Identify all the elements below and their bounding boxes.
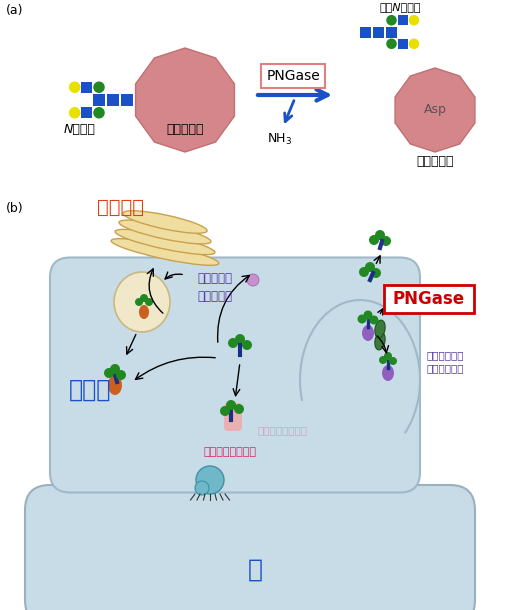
Text: タンパク質: タンパク質	[416, 155, 454, 168]
Circle shape	[69, 82, 80, 93]
Circle shape	[116, 370, 126, 380]
Circle shape	[220, 406, 230, 416]
Circle shape	[195, 481, 209, 495]
Circle shape	[371, 268, 381, 278]
Circle shape	[408, 38, 419, 49]
Circle shape	[386, 38, 397, 49]
Circle shape	[364, 310, 372, 320]
Circle shape	[235, 334, 245, 344]
Circle shape	[234, 404, 244, 414]
Ellipse shape	[108, 375, 122, 395]
Ellipse shape	[375, 332, 385, 350]
FancyBboxPatch shape	[107, 94, 119, 106]
Circle shape	[242, 340, 252, 350]
FancyBboxPatch shape	[81, 82, 92, 93]
FancyBboxPatch shape	[50, 257, 420, 492]
Circle shape	[226, 400, 236, 410]
Circle shape	[228, 338, 238, 348]
FancyBboxPatch shape	[373, 26, 384, 37]
Circle shape	[389, 357, 397, 365]
Text: 核: 核	[247, 558, 263, 582]
Text: 出来損ないの
糖タンパク質: 出来損ないの 糖タンパク質	[426, 350, 464, 373]
Circle shape	[140, 294, 148, 302]
Circle shape	[369, 235, 379, 245]
FancyBboxPatch shape	[386, 26, 397, 37]
Circle shape	[93, 82, 105, 93]
Text: ゴルジ体: ゴルジ体	[97, 198, 143, 217]
Ellipse shape	[119, 220, 211, 244]
FancyBboxPatch shape	[360, 26, 371, 37]
Ellipse shape	[115, 229, 215, 254]
Polygon shape	[136, 48, 235, 152]
Ellipse shape	[375, 320, 385, 338]
Text: 細胞質にて
分解・除去: 細胞質にて 分解・除去	[198, 273, 233, 304]
Circle shape	[379, 356, 387, 364]
Ellipse shape	[123, 210, 207, 233]
Text: (b): (b)	[6, 202, 24, 215]
Circle shape	[104, 368, 114, 378]
Text: (a): (a)	[6, 4, 23, 17]
Circle shape	[93, 107, 105, 118]
Circle shape	[359, 267, 369, 277]
FancyBboxPatch shape	[398, 15, 408, 25]
Circle shape	[365, 262, 375, 272]
FancyBboxPatch shape	[261, 64, 325, 88]
Ellipse shape	[362, 325, 374, 341]
Circle shape	[384, 352, 392, 360]
Ellipse shape	[111, 239, 219, 265]
Circle shape	[110, 364, 120, 374]
Text: PNGase: PNGase	[266, 69, 320, 83]
FancyBboxPatch shape	[25, 485, 475, 610]
FancyBboxPatch shape	[121, 94, 133, 106]
Text: N型糖鎖: N型糖鎖	[64, 123, 96, 136]
Text: 小胞体: 小胞体	[69, 378, 111, 402]
Text: 新生糖タンパク質: 新生糖タンパク質	[204, 447, 257, 457]
Text: NH$_3$: NH$_3$	[267, 132, 293, 147]
FancyBboxPatch shape	[224, 403, 242, 431]
Circle shape	[196, 466, 224, 494]
Ellipse shape	[114, 272, 170, 332]
Text: Asp: Asp	[424, 104, 447, 117]
FancyBboxPatch shape	[93, 94, 105, 106]
Ellipse shape	[300, 300, 420, 460]
FancyBboxPatch shape	[384, 285, 474, 313]
Circle shape	[69, 107, 80, 118]
Circle shape	[381, 236, 391, 246]
Circle shape	[247, 274, 259, 286]
Text: 遠離N型糖鎖: 遠離N型糖鎖	[379, 2, 421, 12]
Polygon shape	[395, 68, 475, 152]
Text: タンパク質: タンパク質	[166, 123, 204, 136]
FancyBboxPatch shape	[398, 39, 408, 49]
Circle shape	[375, 230, 385, 240]
Text: PNGase: PNGase	[393, 290, 465, 308]
Circle shape	[358, 315, 366, 323]
Circle shape	[135, 298, 143, 306]
Text: 新生糖タンパク質: 新生糖タンパク質	[258, 425, 308, 435]
Circle shape	[145, 298, 153, 306]
Circle shape	[386, 15, 397, 26]
Circle shape	[408, 15, 419, 26]
Ellipse shape	[139, 305, 149, 319]
Ellipse shape	[382, 365, 394, 381]
Circle shape	[369, 315, 378, 325]
FancyBboxPatch shape	[81, 107, 92, 118]
